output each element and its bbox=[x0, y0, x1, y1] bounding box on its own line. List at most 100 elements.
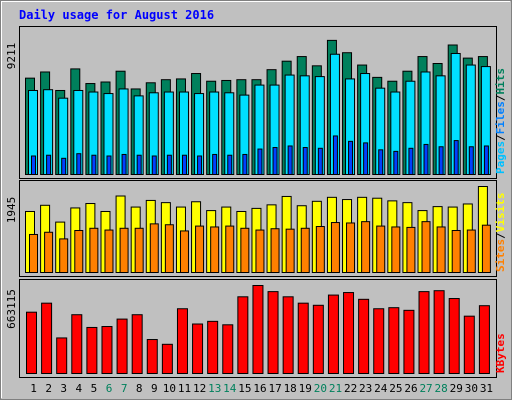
x-tick-label: 2 bbox=[45, 382, 52, 395]
x-tick-label: 15 bbox=[238, 382, 251, 395]
kbytes-panel-bar-kbytes bbox=[358, 298, 370, 375]
visits-panel-bar-sites bbox=[406, 226, 416, 274]
hits-panel-bar-pages bbox=[438, 146, 444, 175]
visits-panel-bar-sites bbox=[225, 225, 235, 273]
kbytes-panel-ymax-label: 663115 bbox=[5, 289, 18, 329]
visits-panel-bar-sites bbox=[315, 226, 325, 274]
hits-panel-bar-pages bbox=[181, 154, 187, 176]
visits-panel-bar-sites bbox=[376, 225, 386, 273]
kbytes-panel-bar-kbytes bbox=[478, 305, 490, 375]
visits-panel-bar-sites bbox=[149, 223, 159, 274]
x-tick-label: 1 bbox=[30, 382, 37, 395]
hits-panel-legend-item: / bbox=[494, 134, 507, 141]
visits-panel-bar-sites bbox=[421, 221, 431, 273]
x-tick-label: 7 bbox=[121, 382, 128, 395]
hits-panel-bar-pages bbox=[302, 147, 308, 176]
x-tick-label: 24 bbox=[374, 382, 388, 395]
x-tick-label: 10 bbox=[163, 382, 176, 395]
kbytes-panel-bar-kbytes bbox=[343, 292, 355, 375]
x-tick-label: 4 bbox=[76, 382, 83, 395]
visits-panel-legend-item: Sites bbox=[494, 239, 507, 272]
x-tick-label: 3 bbox=[60, 382, 67, 395]
hits-panel-bar-pages bbox=[348, 140, 354, 175]
visits-panel-bar-sites bbox=[210, 226, 220, 273]
x-tick-label: 12 bbox=[193, 382, 206, 395]
visits-panel-bar-sites bbox=[134, 227, 144, 273]
kbytes-panel-bar-kbytes bbox=[116, 318, 128, 374]
kbytes-panel-bar-kbytes bbox=[327, 294, 339, 374]
visits-panel-legend-item: / bbox=[494, 232, 507, 239]
hits-panel-bar-pages bbox=[242, 153, 248, 175]
hits-panel-legend: Pages/Files/Hits bbox=[494, 68, 507, 174]
x-tick-label: 25 bbox=[389, 382, 402, 395]
visits-panel-bar-sites bbox=[89, 227, 99, 273]
kbytes-panel-bar-kbytes bbox=[86, 326, 98, 375]
visits-panel-bar-sites bbox=[74, 229, 84, 273]
kbytes-panel-bar-kbytes bbox=[252, 285, 264, 374]
hits-panel-bar-pages bbox=[453, 140, 459, 175]
x-tick-label: 8 bbox=[136, 382, 143, 395]
hits-panel-legend-item: Files bbox=[494, 101, 507, 134]
visits-panel-bar-sites bbox=[285, 228, 295, 273]
visits-panel-ymax-label: 1945 bbox=[5, 197, 18, 224]
x-tick-label: 26 bbox=[404, 382, 417, 395]
kbytes-panel-bar-kbytes bbox=[433, 290, 445, 374]
visits-panel-bar-sites bbox=[44, 231, 54, 273]
visits-panel-legend-item: Visits bbox=[494, 193, 507, 233]
visits-panel-bar-sites bbox=[179, 230, 189, 273]
x-tick-label: 31 bbox=[480, 382, 493, 395]
visits-panel-legend: Sites/Visits bbox=[494, 193, 507, 273]
hits-panel-bar-pages bbox=[197, 155, 203, 176]
visits-panel-bar-sites bbox=[346, 222, 356, 273]
x-tick-label: 28 bbox=[435, 382, 448, 395]
hits-panel-legend-item: Hits bbox=[494, 68, 507, 95]
kbytes-panel-bar-kbytes bbox=[146, 339, 158, 374]
hits-panel-bar-pages bbox=[257, 148, 263, 175]
visits-panel-bar-sites bbox=[240, 227, 250, 273]
kbytes-panel-bar-kbytes bbox=[388, 307, 400, 375]
kbytes-panel-bar-kbytes bbox=[207, 320, 219, 375]
hits-panel-bar-pages bbox=[136, 154, 142, 176]
kbytes-panel-bar-kbytes bbox=[463, 315, 475, 374]
x-tick-label: 22 bbox=[344, 382, 357, 395]
hits-panel-bar-pages bbox=[227, 154, 233, 176]
hits-panel-bar-pages bbox=[423, 143, 429, 175]
hits-panel-bar-pages bbox=[46, 154, 52, 176]
kbytes-panel-bar-kbytes bbox=[26, 311, 37, 374]
x-tick-label: 14 bbox=[223, 382, 237, 395]
visits-panel-bar-sites bbox=[466, 229, 476, 274]
visits-panel-bar-sites bbox=[300, 227, 310, 273]
hits-panel-bar-pages bbox=[272, 147, 278, 176]
hits-panel-bar-pages bbox=[363, 142, 369, 176]
kbytes-panel-bar-kbytes bbox=[56, 337, 68, 375]
kbytes-panel-bar-kbytes bbox=[312, 304, 324, 374]
hits-panel-bar-pages bbox=[76, 153, 82, 175]
visits-panel-bar-sites bbox=[436, 226, 446, 273]
x-tick-label: 9 bbox=[151, 382, 158, 395]
chart-title: Daily usage for August 2016 bbox=[19, 8, 214, 22]
visits-panel: 1945 Sites/Visits bbox=[5, 180, 507, 277]
visits-panel-bar-sites bbox=[104, 229, 114, 274]
x-tick-label: 20 bbox=[314, 382, 327, 395]
hits-panel-bar-pages bbox=[31, 155, 36, 176]
kbytes-panel-bar-kbytes bbox=[448, 298, 460, 374]
x-tick-label: 23 bbox=[359, 382, 372, 395]
x-axis-labels: 1 2 3 4 5 6 7 8 9 10 11 12 13 14 15 16 17 18 19 20 21 22 23 24 2… bbox=[30, 382, 493, 395]
hits-panel-bar-pages bbox=[61, 157, 67, 176]
kbytes-panel-bar-kbytes bbox=[237, 296, 249, 374]
kbytes-panel-bar-kbytes bbox=[161, 343, 173, 375]
visits-panel-bar-sites bbox=[270, 228, 280, 274]
kbytes-panel: 663115 KBytes bbox=[5, 279, 507, 378]
kbytes-panel-bar-kbytes bbox=[403, 309, 415, 375]
kbytes-panel-bar-kbytes bbox=[101, 326, 113, 375]
kbytes-panel-bar-kbytes bbox=[192, 323, 204, 375]
visits-panel-bar-sites bbox=[481, 224, 491, 274]
hits-panel-bar-pages bbox=[408, 147, 414, 175]
kbytes-panel-bar-kbytes bbox=[418, 291, 430, 374]
x-tick-label: 16 bbox=[253, 382, 266, 395]
x-tick-label: 6 bbox=[106, 382, 113, 395]
hits-panel-bar-pages bbox=[166, 154, 172, 176]
visits-panel-bar-sites bbox=[361, 221, 371, 273]
hits-panel-ymax-label: 9211 bbox=[5, 43, 18, 70]
x-tick-label: 18 bbox=[284, 382, 297, 395]
